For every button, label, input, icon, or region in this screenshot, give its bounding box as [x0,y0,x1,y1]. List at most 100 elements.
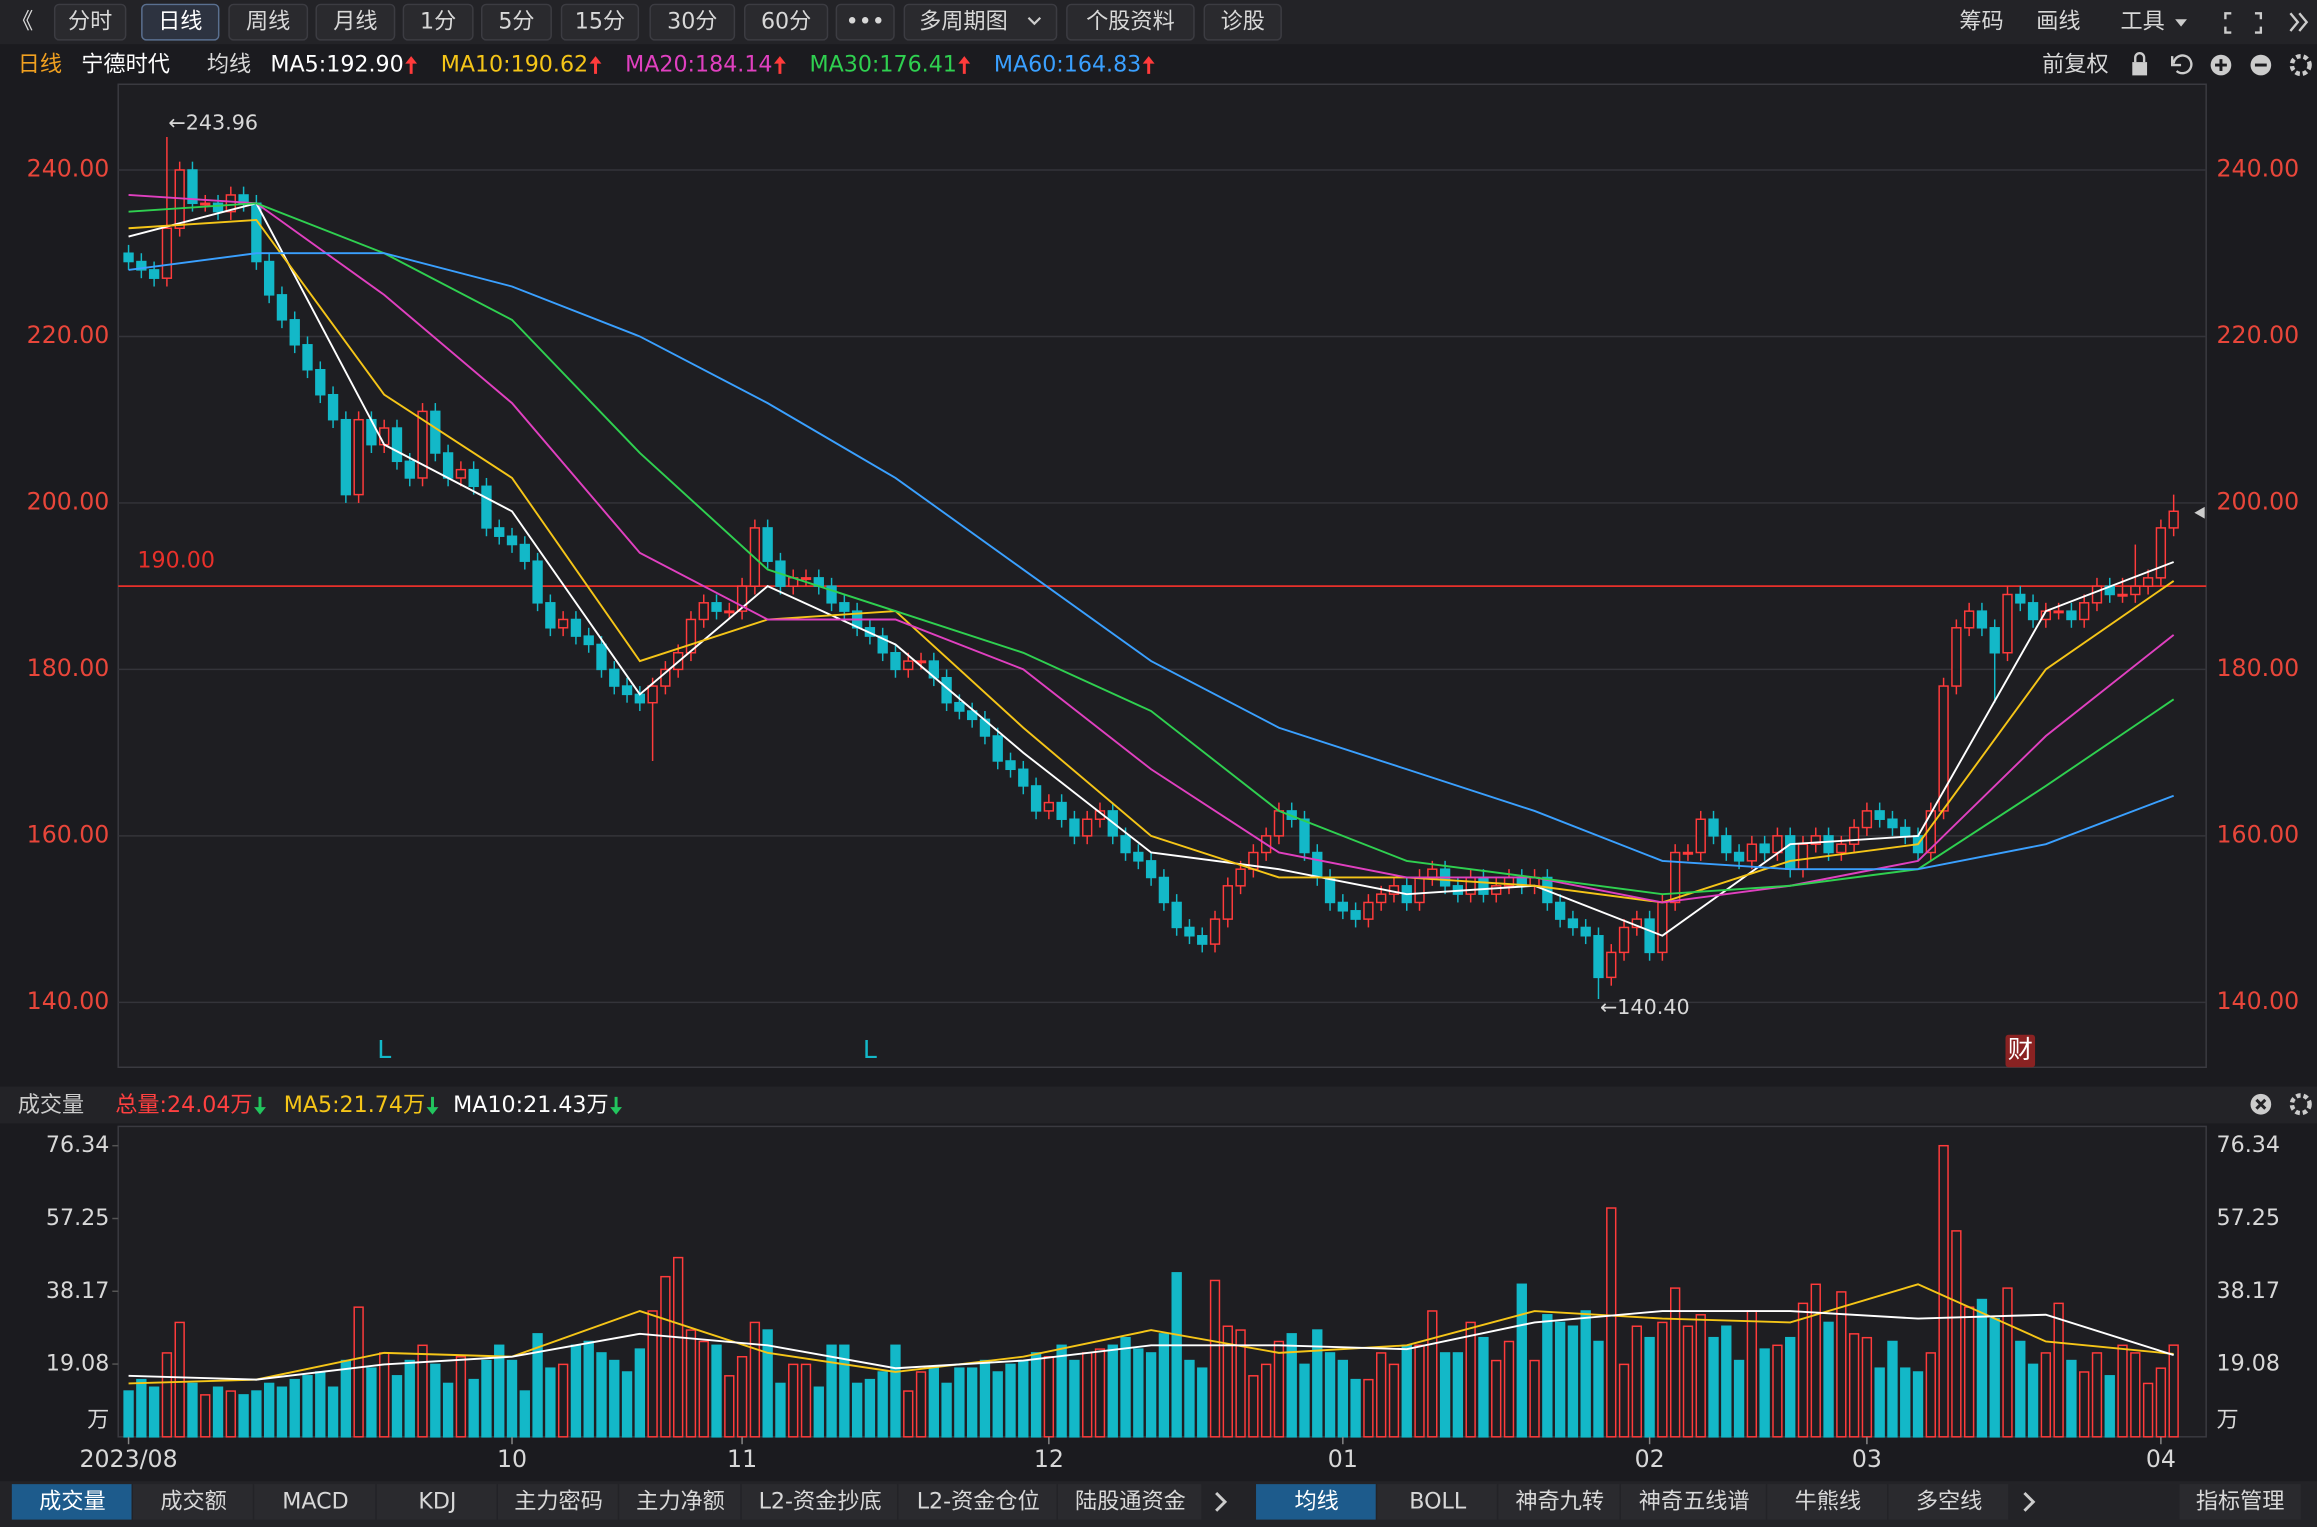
volume-bar [1529,1359,1540,1438]
manage-label[interactable]: 指标管理 [2196,1488,2285,1514]
tab[interactable] [1621,1484,1766,1520]
tab[interactable] [497,1484,618,1520]
toolbar-label[interactable]: 诊股 [1221,9,1265,35]
toolbar-button[interactable] [835,3,895,41]
trend-arrow [610,1096,622,1115]
tab-label[interactable]: 主力净额 [636,1488,725,1514]
tab[interactable] [132,1484,253,1520]
tab-label[interactable]: BOLL [1409,1488,1467,1514]
tab[interactable] [619,1484,741,1520]
tab-label[interactable]: 神奇五线谱 [1639,1488,1750,1514]
candle-body [1900,826,1911,837]
toolbar-label[interactable]: 周线 [246,9,290,35]
toolbar-right-label[interactable]: 画线 [2036,9,2080,35]
toolbar-button[interactable] [1066,3,1195,41]
tab-label[interactable]: 主力密码 [514,1488,603,1514]
toolbar-label[interactable]: 30分 [667,9,717,35]
volume-bar [1337,1359,1349,1438]
toolbar-label[interactable]: 《 [11,9,33,35]
candle-body [1746,843,1758,862]
toolbar-button[interactable] [402,3,474,41]
tab-label[interactable]: 多空线 [1916,1488,1982,1514]
tab-label[interactable]: 成交量 [39,1488,105,1514]
toolbar-label[interactable]: 日线 [158,9,202,35]
signal-badge[interactable] [2005,1034,2036,1068]
tab[interactable] [898,1484,1057,1520]
toolbar-button[interactable] [560,3,640,41]
collapse-icon[interactable] [2289,12,2309,32]
toolbar-label[interactable]: 月线 [333,9,377,35]
toolbar-label[interactable]: 个股资料 [1086,9,1175,35]
settings-icon[interactable] [2289,53,2312,77]
candle-body [903,660,914,671]
toolbar-button[interactable] [480,3,552,41]
tab-scroll-arrow[interactable] [2023,1491,2036,1512]
toolbar-right-label[interactable]: 工具 [2120,9,2164,35]
signal-label[interactable]: L [377,1035,391,1064]
lock-icon[interactable] [2132,62,2148,76]
tab-label[interactable]: L2-资金仓位 [917,1488,1040,1514]
toolbar-button[interactable] [53,3,127,41]
pane-settings-icon[interactable] [2289,1093,2312,1116]
toolbar-button[interactable] [315,3,396,41]
toolbar-label[interactable]: 多周期图 [919,9,1008,35]
tab[interactable] [254,1484,376,1520]
toolbar-button[interactable] [141,3,220,41]
candle-body [1733,851,1745,862]
toolbar-button[interactable] [228,3,309,41]
tab[interactable] [1888,1484,2009,1520]
candle-body [1465,876,1476,895]
volume-bar [1388,1363,1400,1438]
signal-label[interactable]: L [863,1035,877,1064]
candle-body [353,418,364,496]
tab[interactable] [1767,1484,1887,1520]
volume-bar [724,1375,735,1438]
volume-bar [1107,1344,1118,1438]
tab-label[interactable]: 牛熊线 [1795,1488,1861,1514]
toolbar-right-label[interactable]: 筹码 [1959,9,2003,35]
last-price-marker [2194,506,2205,519]
toolbar-label[interactable]: 15分 [575,9,625,35]
toolbar-label[interactable]: ••• [846,9,885,35]
tab[interactable] [1377,1484,1497,1520]
toolbar-label[interactable]: 分时 [68,9,112,35]
volume-bar [532,1333,543,1438]
undo-icon[interactable] [2171,54,2193,75]
tab-label[interactable]: 陆股通资金 [1075,1488,1186,1514]
volume-bar [2168,1344,2179,1438]
toolbar-button[interactable] [903,3,1058,41]
tab[interactable] [376,1484,497,1520]
toolbar-button[interactable] [1203,3,1282,41]
tab-label[interactable]: KDJ [418,1488,456,1514]
toolbar-label[interactable]: 60分 [761,9,811,35]
candle-body [1823,835,1834,854]
candle-body [2053,610,2064,614]
manage-button[interactable] [2179,1484,2301,1520]
tab[interactable] [11,1484,132,1520]
tab-label[interactable]: 均线 [1294,1488,1338,1514]
candle-body [532,560,543,604]
candle-body [1478,876,1489,895]
toolbar-button[interactable] [744,3,829,41]
tab-scroll-arrow[interactable] [1215,1491,1228,1512]
toolbar-button[interactable] [649,3,736,41]
candle-body [1861,810,1873,829]
tab[interactable] [741,1484,897,1520]
signal-label[interactable]: 财 [2008,1035,2033,1064]
tab[interactable] [1058,1484,1202,1520]
toolbar-label[interactable]: 1分 [420,9,456,35]
adjust-label[interactable]: 前复权 [2042,52,2108,78]
tab-label[interactable]: 成交额 [160,1488,226,1514]
volume-bar [1197,1367,1208,1438]
volume-bar [711,1344,722,1438]
volume-bar [391,1375,403,1438]
toolbar-label[interactable]: 5分 [498,9,534,35]
price-chart: 140.00 140.00 160.00 160.00 180.00 180.00 200.… [18,52,2299,1068]
fullscreen-icon[interactable] [2224,12,2263,34]
tab-label[interactable]: 神奇九转 [1515,1488,1604,1514]
tab[interactable] [1498,1484,1620,1520]
tab[interactable] [1256,1484,1376,1520]
candle-body [1312,851,1323,879]
tab-label[interactable]: L2-资金抄底 [759,1488,882,1514]
tab-label[interactable]: MACD [282,1488,348,1514]
